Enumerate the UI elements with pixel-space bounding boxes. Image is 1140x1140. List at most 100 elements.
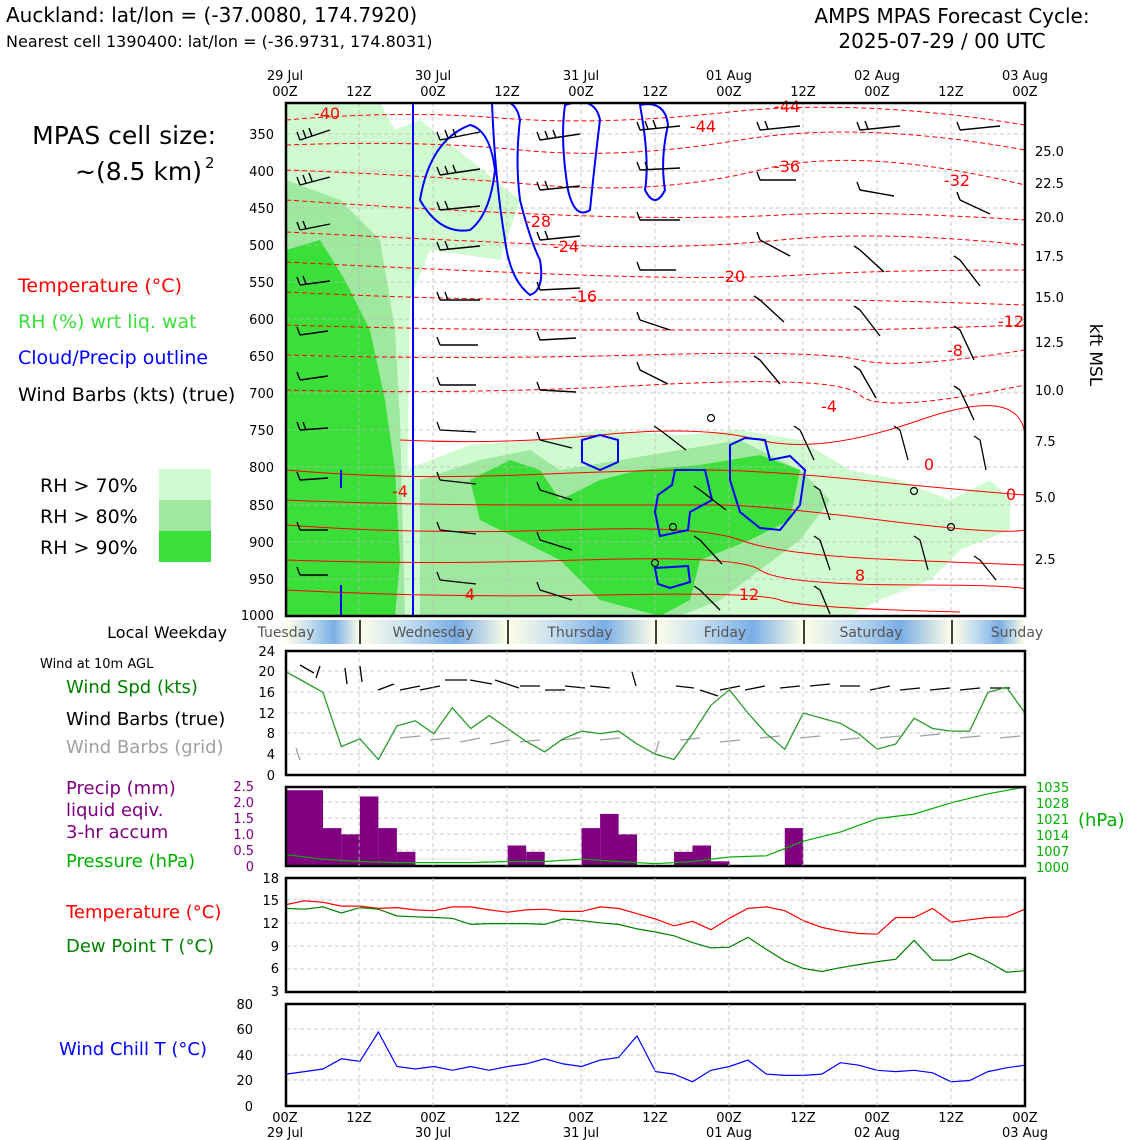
top-day-label: 30 Jul bbox=[415, 69, 451, 84]
temp-label: -4 bbox=[392, 482, 408, 501]
temp-label: -24 bbox=[553, 237, 579, 256]
legend-wind: Wind Barbs (kts) (true) bbox=[18, 384, 235, 406]
legend-wind-chill: Wind Chill T (°C) bbox=[59, 1039, 207, 1060]
temp-label: 0 bbox=[924, 455, 934, 474]
kft-tick: 5.0 bbox=[1035, 491, 1056, 506]
bottom-hour-label: 12Z bbox=[642, 1111, 668, 1126]
temp-ytick: 9 bbox=[271, 940, 279, 955]
rh-swatch-90 bbox=[159, 531, 211, 562]
precip-bar bbox=[378, 828, 397, 866]
top-day-label: 29 Jul bbox=[267, 69, 303, 84]
wind-ytick: 4 bbox=[267, 748, 275, 763]
top-hour-label: 12Z bbox=[494, 85, 520, 100]
weekday-bar: Local Weekday Tuesday Wednesday Thursday… bbox=[107, 620, 1043, 644]
rh-90-region-low bbox=[470, 455, 800, 616]
legend-precip-liquid: liquid eqiv. bbox=[66, 800, 163, 821]
wind-barbs-lower bbox=[436, 421, 997, 615]
wind-chill-panel: Wind Chill T (°C) 0 20 40 60 80 bbox=[59, 998, 1027, 1115]
precip-ytick: 0.5 bbox=[233, 844, 254, 859]
pressure-tick: 750 bbox=[249, 424, 274, 439]
top-hour-label: 00Z bbox=[568, 85, 594, 100]
wind-panel-title: Wind at 10m AGL bbox=[40, 657, 154, 672]
temp-label: -40 bbox=[314, 104, 340, 123]
bottom-day-label: 30 Jul bbox=[415, 1126, 451, 1140]
temp-label: -32 bbox=[944, 171, 970, 190]
precip-panel-frame bbox=[284, 785, 1027, 868]
top-hour-label: 12Z bbox=[938, 85, 964, 100]
kft-tick: 7.5 bbox=[1035, 435, 1056, 450]
kft-axis: 25.0 22.5 20.0 17.5 15.0 12.5 10.0 7.5 5… bbox=[1035, 145, 1105, 568]
kft-tick: 17.5 bbox=[1035, 250, 1064, 265]
legend-surface-temp: Temperature (°C) bbox=[65, 902, 221, 923]
top-hour-label: 00Z bbox=[864, 85, 890, 100]
precip-panel: Precip (mm) liquid eqiv. 3-hr accum Pres… bbox=[66, 778, 1125, 876]
precip-ytick: 1.5 bbox=[233, 812, 254, 827]
top-day-label: 03 Aug bbox=[1002, 69, 1048, 84]
wind-ytick: 0 bbox=[267, 769, 275, 784]
pressure-tick: 350 bbox=[249, 128, 274, 143]
legend-dewpoint: Dew Point T (°C) bbox=[66, 936, 214, 957]
legend-wind-speed: Wind Spd (kts) bbox=[66, 677, 198, 698]
top-day-label: 02 Aug bbox=[854, 69, 900, 84]
wind-ytick: 24 bbox=[258, 645, 275, 660]
bottom-day-label: 01 Aug bbox=[706, 1126, 752, 1140]
precip-bars bbox=[286, 790, 804, 866]
temp-label: -28 bbox=[525, 212, 551, 231]
wind-ytick: 12 bbox=[258, 707, 275, 722]
precip-bar bbox=[710, 861, 730, 866]
weekday-label: Friday bbox=[704, 625, 746, 641]
temp-label: -8 bbox=[947, 341, 963, 360]
isotherms-negative bbox=[286, 106, 1025, 404]
kft-axis-label: kft MSL bbox=[1085, 324, 1105, 387]
pressure-ytick: 1021 bbox=[1036, 813, 1069, 828]
top-day-label: 31 Jul bbox=[563, 69, 599, 84]
top-hour-label: 00Z bbox=[716, 85, 742, 100]
temp-label: -36 bbox=[774, 157, 800, 176]
kft-tick: 15.0 bbox=[1035, 291, 1064, 306]
bottom-hour-label: 12Z bbox=[346, 1111, 372, 1126]
temp-label: -16 bbox=[571, 287, 597, 306]
pressure-ytick: 1028 bbox=[1036, 797, 1069, 812]
chill-ytick: 20 bbox=[236, 1074, 253, 1089]
weekday-segment bbox=[952, 620, 1025, 644]
precip-ytick: 0 bbox=[246, 860, 254, 875]
pressure-ytick: 1014 bbox=[1036, 829, 1069, 844]
cell-size-label: MPAS cell size: bbox=[32, 121, 216, 150]
precip-ytick: 1.0 bbox=[233, 828, 254, 843]
chill-ytick: 40 bbox=[236, 1049, 253, 1064]
precip-ytick: 2.0 bbox=[233, 796, 254, 811]
wind-ytick: 8 bbox=[267, 727, 275, 742]
bottom-hour-label: 12Z bbox=[494, 1111, 520, 1126]
precip-bar bbox=[286, 790, 305, 866]
cloud-outlines bbox=[340, 103, 807, 616]
temp-grid bbox=[286, 899, 1025, 970]
temp-label: -12 bbox=[998, 312, 1024, 331]
precip-bar bbox=[784, 828, 804, 866]
top-time-axis: 29 Jul 30 Jul 31 Jul 01 Aug 02 Aug 03 Au… bbox=[267, 69, 1048, 100]
bottom-day-label: 02 Aug bbox=[854, 1126, 900, 1140]
legend-rh: RH (%) wrt liq. wat bbox=[18, 311, 197, 333]
wind-panel-frame bbox=[284, 649, 1027, 777]
pressure-tick: 850 bbox=[249, 499, 274, 514]
precip-bar bbox=[618, 834, 637, 866]
bottom-hour-label: 00Z bbox=[864, 1111, 890, 1126]
bottom-day-label: 29 Jul bbox=[267, 1126, 303, 1140]
weekday-label: Saturday bbox=[839, 625, 902, 641]
kft-tick: 10.0 bbox=[1035, 384, 1064, 399]
wind-panel: Wind at 10m AGL Wind Spd (kts) Wind Barb… bbox=[40, 645, 1027, 784]
chill-ytick: 80 bbox=[236, 998, 253, 1013]
pressure-tick: 700 bbox=[249, 387, 274, 402]
temp-label: -44 bbox=[690, 117, 716, 136]
bottom-hour-label: 12Z bbox=[938, 1111, 964, 1126]
bottom-hour-label: 00Z bbox=[568, 1111, 594, 1126]
temp-ytick: 15 bbox=[262, 894, 279, 909]
rh-90-region bbox=[286, 240, 400, 616]
wind-barbs-grid bbox=[295, 733, 1021, 761]
pressure-tick: 600 bbox=[249, 313, 274, 328]
chill-ytick: 0 bbox=[245, 1100, 253, 1115]
kft-tick: 22.5 bbox=[1035, 177, 1064, 192]
pressure-ytick: 1007 bbox=[1036, 845, 1069, 860]
kft-tick: 20.0 bbox=[1035, 211, 1064, 226]
top-hour-label: 12Z bbox=[346, 85, 372, 100]
chill-ytick: 60 bbox=[236, 1023, 253, 1038]
